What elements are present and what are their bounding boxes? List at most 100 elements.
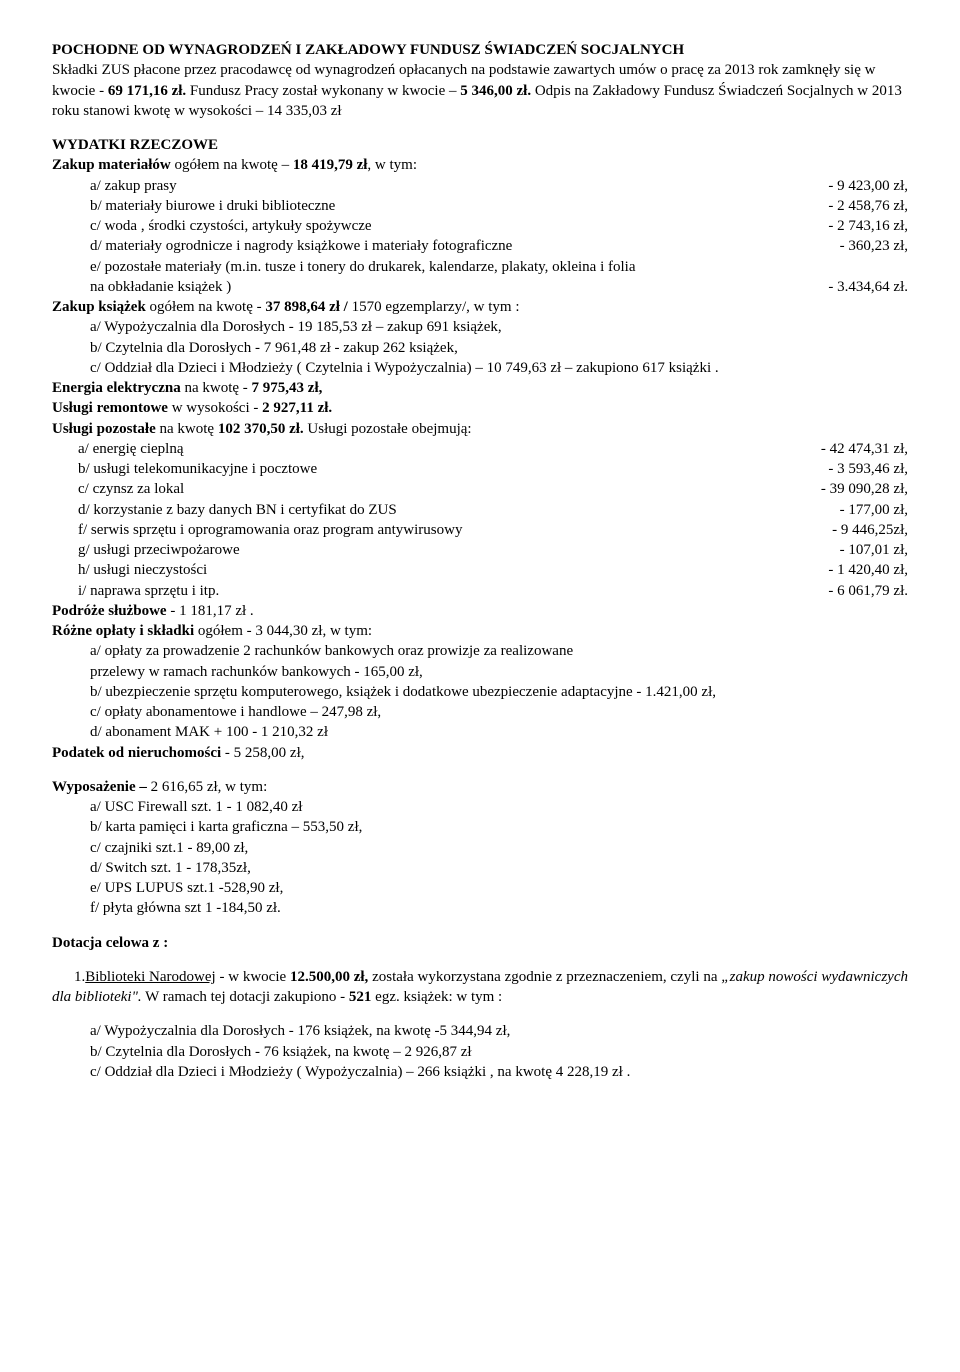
ro-text: ogółem - 3 044,30 zł, w tym: <box>198 623 372 639</box>
ee-text: na kwotę - <box>184 380 251 396</box>
zk-label: Zakup książek <box>52 299 146 315</box>
zk-text: ogółem na kwotę - <box>146 299 266 315</box>
zm-text: ogółem na kwotę – <box>175 157 293 173</box>
list-item: b/ Czytelnia dla Dorosłych - 76 książek,… <box>52 1042 908 1062</box>
zm-tail: , w tym: <box>367 157 417 173</box>
list-item: b/ ubezpieczenie sprzętu komputerowego, … <box>52 682 908 702</box>
wydatki-heading: WYDATKI RZECZOWE <box>52 135 908 155</box>
dot-text-4: egz. książek: w tym : <box>371 989 502 1005</box>
item-value: - 107,01 zł, <box>840 540 908 560</box>
item-value: - 3 593,46 zł, <box>828 459 908 479</box>
pn-value: - 5 258,00 zł, <box>221 745 304 761</box>
wy-text: 2 616,65 zł, w tym: <box>151 779 268 795</box>
item-value: - 1 420,40 zł, <box>828 560 908 580</box>
list-item-wrap: e/ pozostałe materiały (m.in. tusze i to… <box>90 257 908 277</box>
item-value: - 42 474,31 zł, <box>821 439 908 459</box>
list-item: d/ korzystanie z bazy danych BN i certyf… <box>78 500 908 520</box>
item-label: c/ woda , środki czystości, artykuły spo… <box>90 216 828 236</box>
wy-label: Wyposażenie – <box>52 779 151 795</box>
zakup-materialow-lead: Zakup materiałów ogółem na kwotę – 18 41… <box>52 155 908 175</box>
ur-label: Usługi remontowe <box>52 400 172 416</box>
item-label: na obkładanie książek ) <box>90 277 828 297</box>
item-value: - 360,23 zł, <box>840 236 908 256</box>
ee-label: Energia elektryczna <box>52 380 184 396</box>
zk-c-text: c/ Oddział dla Dzieci i Młodzieży ( Czyt… <box>52 360 719 376</box>
item-label: g/ usługi przeciwpożarowe <box>78 540 840 560</box>
dotacja-heading: Dotacja celowa z : <box>52 933 908 953</box>
item-label: h/ usługi nieczystości <box>78 560 828 580</box>
wyposazenie-lead: Wyposażenie – 2 616,65 zł, w tym: <box>52 777 908 797</box>
podroze-line: Podróże służbowe - 1 181,17 zł . <box>52 601 908 621</box>
list-item-wrap: c/ Oddział dla Dzieci i Młodzieży ( Czyt… <box>52 358 908 378</box>
list-item: f/ serwis sprzętu i oprogramowania oraz … <box>78 520 908 540</box>
list-item: a/ USC Firewall szt. 1 - 1 082,40 zł <box>52 797 908 817</box>
item-value: - 9 423,00 zł, <box>828 176 908 196</box>
item-label: b/ usługi telekomunikacyjne i pocztowe <box>78 459 828 479</box>
list-item: a/ zakup prasy- 9 423,00 zł, <box>90 176 908 196</box>
energia-line: Energia elektryczna na kwotę - 7 975,43 … <box>52 378 908 398</box>
intro-text-2: Fundusz Pracy został wykonany w kwocie – <box>186 83 460 99</box>
intro-paragraph: Składki ZUS płacone przez pracodawcę od … <box>52 60 908 121</box>
item-value: - 39 090,28 zł, <box>821 479 908 499</box>
item-label: f/ serwis sprzętu i oprogramowania oraz … <box>78 520 832 540</box>
ur-text: w wysokości - <box>172 400 262 416</box>
list-item: d/ Switch szt. 1 - 178,35zł, <box>52 858 908 878</box>
list-item: g/ usługi przeciwpożarowe- 107,01 zł, <box>78 540 908 560</box>
intro-amount-2: 5 346,00 zł. <box>460 83 531 99</box>
remontowe-line: Usługi remontowe w wysokości - 2 927,11 … <box>52 398 908 418</box>
ee-amount: 7 975,43 zł, <box>252 380 323 396</box>
list-item: c/ opłaty abonamentowe i handlowe – 247,… <box>52 702 908 722</box>
list-item: b/ karta pamięci i karta graficzna – 553… <box>52 817 908 837</box>
rozne-lead: Różne opłaty i składki ogółem - 3 044,30… <box>52 621 908 641</box>
item-value: - 3.434,64 zł. <box>828 277 908 297</box>
list-item: d/ abonament MAK + 100 - 1 210,32 zł <box>52 722 908 742</box>
intro-amount-1: 69 171,16 zł. <box>108 83 186 99</box>
dot-link: Biblioteki Narodowej <box>85 969 215 985</box>
list-item: c/ czajniki szt.1 - 89,00 zł, <box>52 838 908 858</box>
dot-amount: 12.500,00 zł, <box>290 969 368 985</box>
list-item: a/ Wypożyczalnia dla Dorosłych - 19 185,… <box>52 317 908 337</box>
ps-label: Podróże służbowe <box>52 603 167 619</box>
list-item: a/ Wypożyczalnia dla Dorosłych - 176 ksi… <box>52 1021 908 1041</box>
up-tail: Usługi pozostałe obejmują: <box>304 421 472 437</box>
item-value: - 2 458,76 zł, <box>828 196 908 216</box>
zk-tail: 1570 egzemplarzy/, w tym : <box>348 299 520 315</box>
item-label: i/ naprawa sprzętu i itp. <box>78 581 828 601</box>
ur-amount: 2 927,11 zł. <box>262 400 332 416</box>
dot-num: 1. <box>52 969 85 985</box>
item-label: d/ materiały ogrodnicze i nagrody książk… <box>90 236 840 256</box>
item-label: a/ energię cieplną <box>78 439 821 459</box>
list-item: e/ UPS LUPUS szt.1 -528,90 zł, <box>52 878 908 898</box>
item-value: - 2 743,16 zł, <box>828 216 908 236</box>
zm-label: Zakup materiałów <box>52 157 175 173</box>
item-value: - 177,00 zł, <box>840 500 908 520</box>
list-item: a/ opłaty za prowadzenie 2 rachunków ban… <box>52 641 908 661</box>
ps-value: - 1 181,17 zł . <box>167 603 254 619</box>
list-item: b/ usługi telekomunikacyjne i pocztowe- … <box>78 459 908 479</box>
pn-label: Podatek od nieruchomości <box>52 745 221 761</box>
item-label: d/ korzystanie z bazy danych BN i certyf… <box>78 500 840 520</box>
zakup-ksiazek-lead: Zakup książek ogółem na kwotę - 37 898,6… <box>52 297 908 317</box>
list-item: h/ usługi nieczystości- 1 420,40 zł, <box>78 560 908 580</box>
dot-text: - w kwocie <box>216 969 290 985</box>
list-item: na obkładanie książek )- 3.434,64 zł. <box>90 277 908 297</box>
up-amount: 102 370,50 zł. <box>218 421 304 437</box>
list-item: c/ woda , środki czystości, artykuły spo… <box>90 216 908 236</box>
list-item: b/ Czytelnia dla Dorosłych - 7 961,48 zł… <box>52 338 908 358</box>
list-item: d/ materiały ogrodnicze i nagrody książk… <box>90 236 908 256</box>
up-label: Usługi pozostałe <box>52 421 160 437</box>
list-item: b/ materiały biurowe i druki biblioteczn… <box>90 196 908 216</box>
dot-text-3: W ramach tej dotacji zakupiono - <box>142 989 349 1005</box>
item-label: c/ czynsz za lokal <box>78 479 821 499</box>
dotacja-paragraph: 1.Biblioteki Narodowej - w kwocie 12.500… <box>52 967 908 1008</box>
page-title: POCHODNE OD WYNAGRODZEŃ I ZAKŁADOWY FUND… <box>52 40 908 60</box>
item-label: b/ materiały biurowe i druki biblioteczn… <box>90 196 828 216</box>
item-label: a/ zakup prasy <box>90 176 828 196</box>
list-item: c/ czynsz za lokal- 39 090,28 zł, <box>78 479 908 499</box>
zk-amount: 37 898,64 zł / <box>265 299 348 315</box>
list-item: przelewy w ramach rachunków bankowych - … <box>52 662 908 682</box>
list-item: i/ naprawa sprzętu i itp.- 6 061,79 zł. <box>78 581 908 601</box>
item-value: - 9 446,25zł, <box>832 520 908 540</box>
podatek-line: Podatek od nieruchomości - 5 258,00 zł, <box>52 743 908 763</box>
item-value: - 6 061,79 zł. <box>828 581 908 601</box>
